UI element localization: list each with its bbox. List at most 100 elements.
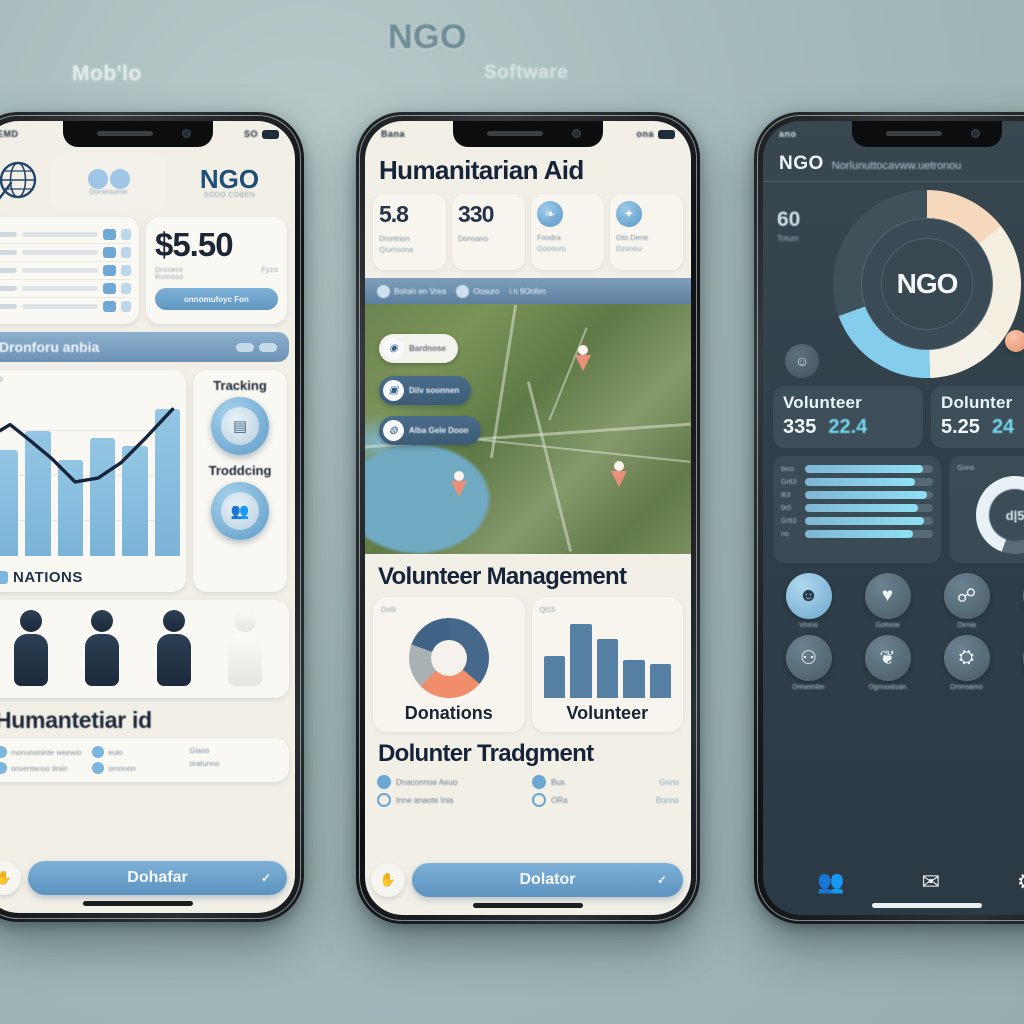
brand-tagline: SODO COBEN [203, 191, 256, 199]
footer-row[interactable]: eulo [92, 744, 183, 760]
filter-control[interactable]: Boloin en Vrea [377, 284, 446, 298]
progress-key: no [781, 530, 789, 538]
envelope-icon[interactable]: ✉ [921, 869, 941, 894]
user-icon[interactable]: ☺ [785, 344, 819, 378]
grid-item-automation[interactable]: ⛭ Dronoamo [929, 635, 1004, 691]
page-title: Humantetiar id [0, 707, 152, 733]
donate-button[interactable]: Dolator ✓ [412, 863, 683, 897]
footer-row[interactable]: Dnaconnoe Aeuo [377, 773, 524, 791]
list-item[interactable] [0, 244, 131, 262]
progress-row: Gr63 [781, 478, 934, 486]
footer-row[interactable]: ornnnon [92, 760, 183, 776]
stat-card[interactable]: ✦ Oto Dene Dzonou [610, 194, 683, 270]
activity-list-card[interactable] [0, 217, 139, 324]
detail-row: bico Gr63 l63 0r0 Gr63 no Gnno d|5 [763, 448, 1024, 563]
grid-item-reports[interactable]: ▥ Gonno [1008, 635, 1024, 691]
footer-row-value: Bonna [655, 795, 679, 805]
map-chip-label: Bardnose [409, 344, 446, 353]
footer-row[interactable]: Bus Gnno [532, 773, 679, 791]
volunteer-bar-card: Ql15 Volunteer [531, 597, 683, 732]
footer-row[interactable]: ORa Bonna [532, 791, 679, 809]
home-indicator [83, 901, 193, 906]
tracking-button-bottom[interactable]: 👥 [211, 482, 270, 540]
stat-card[interactable]: ❧ Foodra Goosuro [531, 194, 604, 270]
footer-row[interactable]: onventanso 9niin [0, 760, 86, 776]
layers-control[interactable]: Oosuro [456, 284, 499, 298]
section-title: Volunteer Management [378, 563, 627, 590]
donate-button[interactable]: Dohafar ✓ [28, 861, 287, 895]
grid-item-label: Gofoow [875, 622, 900, 629]
list-item[interactable] [0, 280, 131, 298]
battery-icon [262, 129, 279, 139]
map-chip[interactable]: ◍ Alba Gele Doon [379, 416, 481, 445]
list-item[interactable] [0, 298, 131, 315]
hand-icon[interactable]: ✋ [0, 861, 21, 895]
summary-row: $5.50 Dronero Fyzo Rionoso onnomufoyc Fo… [0, 217, 295, 324]
chip-dots-icon [87, 168, 130, 189]
kpi-label-left: Dronero [154, 267, 184, 274]
progress-row: Gr63 [781, 517, 934, 525]
stat-label-1: Foodra [537, 233, 561, 242]
grid-item-supplies[interactable]: ▣ Doo [1008, 573, 1024, 629]
kpi-action-button[interactable]: onnomufoyc Fon [154, 288, 278, 310]
people-icon[interactable]: 👥 [817, 869, 845, 894]
brand-block: NGO SODO COBEN [172, 166, 287, 199]
circle-icon [0, 762, 7, 774]
map-pin[interactable] [445, 462, 472, 498]
circle-icon [532, 775, 546, 789]
backdrop-right-caption: Software [484, 62, 569, 83]
gauge-tag: Gnno [957, 465, 975, 472]
footer-row[interactable]: Giaso [190, 744, 281, 757]
chip-label: Dorwisume [89, 188, 128, 196]
stat-card[interactable]: Volunteer 335 22.4 [773, 386, 923, 448]
banner-title: Dronforu anbia [0, 339, 100, 355]
toolbar-label: i n fiOnfen [509, 286, 546, 296]
tracking-card: Tracking ▤ Troddcing 👥 [193, 370, 287, 592]
progress-key: bico [781, 465, 794, 473]
aid-map[interactable]: ◉ Bardnose ▣ Dilv soonnen ◍ Alba Gele Doon [365, 304, 691, 554]
people-icon: ◍ [383, 420, 404, 441]
map-chip[interactable]: ▣ Dilv soonnen [379, 376, 472, 405]
footer-row[interactable]: oratunno [190, 757, 281, 770]
status-control[interactable]: i n fiOnfen [509, 287, 545, 296]
gear-icon[interactable]: ⚙ [1017, 869, 1024, 895]
footer-row-text: ORa [551, 795, 568, 805]
brand-chip[interactable]: Dorwisume [51, 155, 166, 209]
progress-row: no [781, 530, 934, 538]
list-item[interactable] [0, 226, 131, 244]
footer-row[interactable]: Inne anaote Inia [377, 791, 524, 809]
grid-item-volunteer[interactable]: ☻ Vrono [771, 573, 846, 629]
hands-icon: ☍ [943, 573, 990, 619]
footer-row-text: ornnnon [108, 763, 136, 773]
camera-icon [971, 129, 980, 138]
grid-item-people[interactable]: ⚇ Dreaonltei [771, 635, 846, 691]
grid-item-care[interactable]: ☍ Oirnia [929, 573, 1004, 629]
radial-handle[interactable] [1005, 330, 1024, 352]
check-icon: ✓ [656, 873, 667, 887]
grid-item-support[interactable]: ❦ Ognuodisan [850, 635, 925, 691]
banner-right[interactable] [236, 342, 277, 352]
stat-card[interactable]: 5.8 Drontrion Qiumsona [373, 194, 446, 270]
radial-chart[interactable]: NGO [833, 190, 1024, 378]
map-pin[interactable] [605, 452, 632, 488]
phone2-screen: Bana ona Humanitarian Aid 5.8 Drontrion … [365, 121, 691, 915]
tracking-button-top[interactable]: ▤ [211, 397, 270, 455]
stat-card[interactable]: Dolunter 5.25 24 [931, 386, 1024, 448]
stat-value: 5.8 [379, 201, 409, 227]
list-item[interactable] [0, 262, 131, 280]
map-chip[interactable]: ◉ Bardnose [379, 334, 458, 363]
stat-card[interactable]: 330 Donsano [452, 194, 525, 270]
footer-row[interactable]: monunoninte weewio [0, 744, 86, 760]
hand-icon[interactable]: ✋ [371, 863, 405, 897]
map-pin[interactable] [569, 336, 596, 372]
brand-name: NGO [779, 153, 824, 174]
speaker-icon [97, 131, 153, 136]
grid-item-donate[interactable]: ♥ Gofoow [850, 573, 925, 629]
donut-tag: Dvl9 [381, 605, 397, 614]
kpi-value: $5.50 [154, 226, 234, 263]
stat-label-2: Qiumsona [379, 245, 414, 254]
analytics-row: up [0, 362, 295, 592]
section-banner[interactable]: Dronforu anbia [0, 332, 289, 362]
progress-key: Gr63 [781, 517, 797, 525]
